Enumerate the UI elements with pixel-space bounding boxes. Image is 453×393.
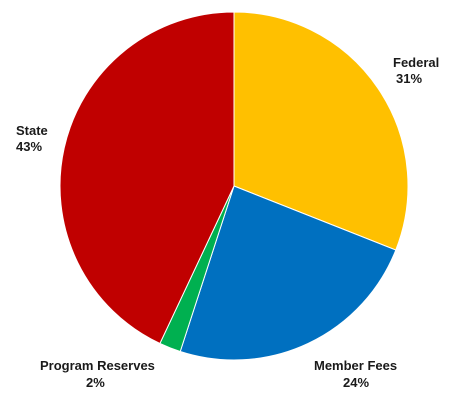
label-federal: Federal 31% <box>393 55 443 86</box>
label-program-reserves-name: Program Reserves <box>40 358 155 373</box>
label-member-fees: Member Fees 24% <box>314 358 401 390</box>
label-state: State 43% <box>16 123 51 154</box>
label-member-fees-name: Member Fees <box>314 358 397 373</box>
label-member-fees-pct: 24% <box>343 375 369 390</box>
pie-slice-state <box>59 11 235 345</box>
pie-slices <box>59 11 409 361</box>
label-state-name: State <box>16 123 48 138</box>
label-state-pct: 43% <box>16 139 42 154</box>
label-program-reserves: Program Reserves 2% <box>40 358 159 390</box>
label-program-reserves-pct: 2% <box>86 375 105 390</box>
pie-slice-member-fees <box>179 185 397 361</box>
label-federal-name: Federal <box>393 55 439 70</box>
label-federal-pct: 31% <box>396 71 422 86</box>
pie-slice-federal <box>233 11 409 251</box>
